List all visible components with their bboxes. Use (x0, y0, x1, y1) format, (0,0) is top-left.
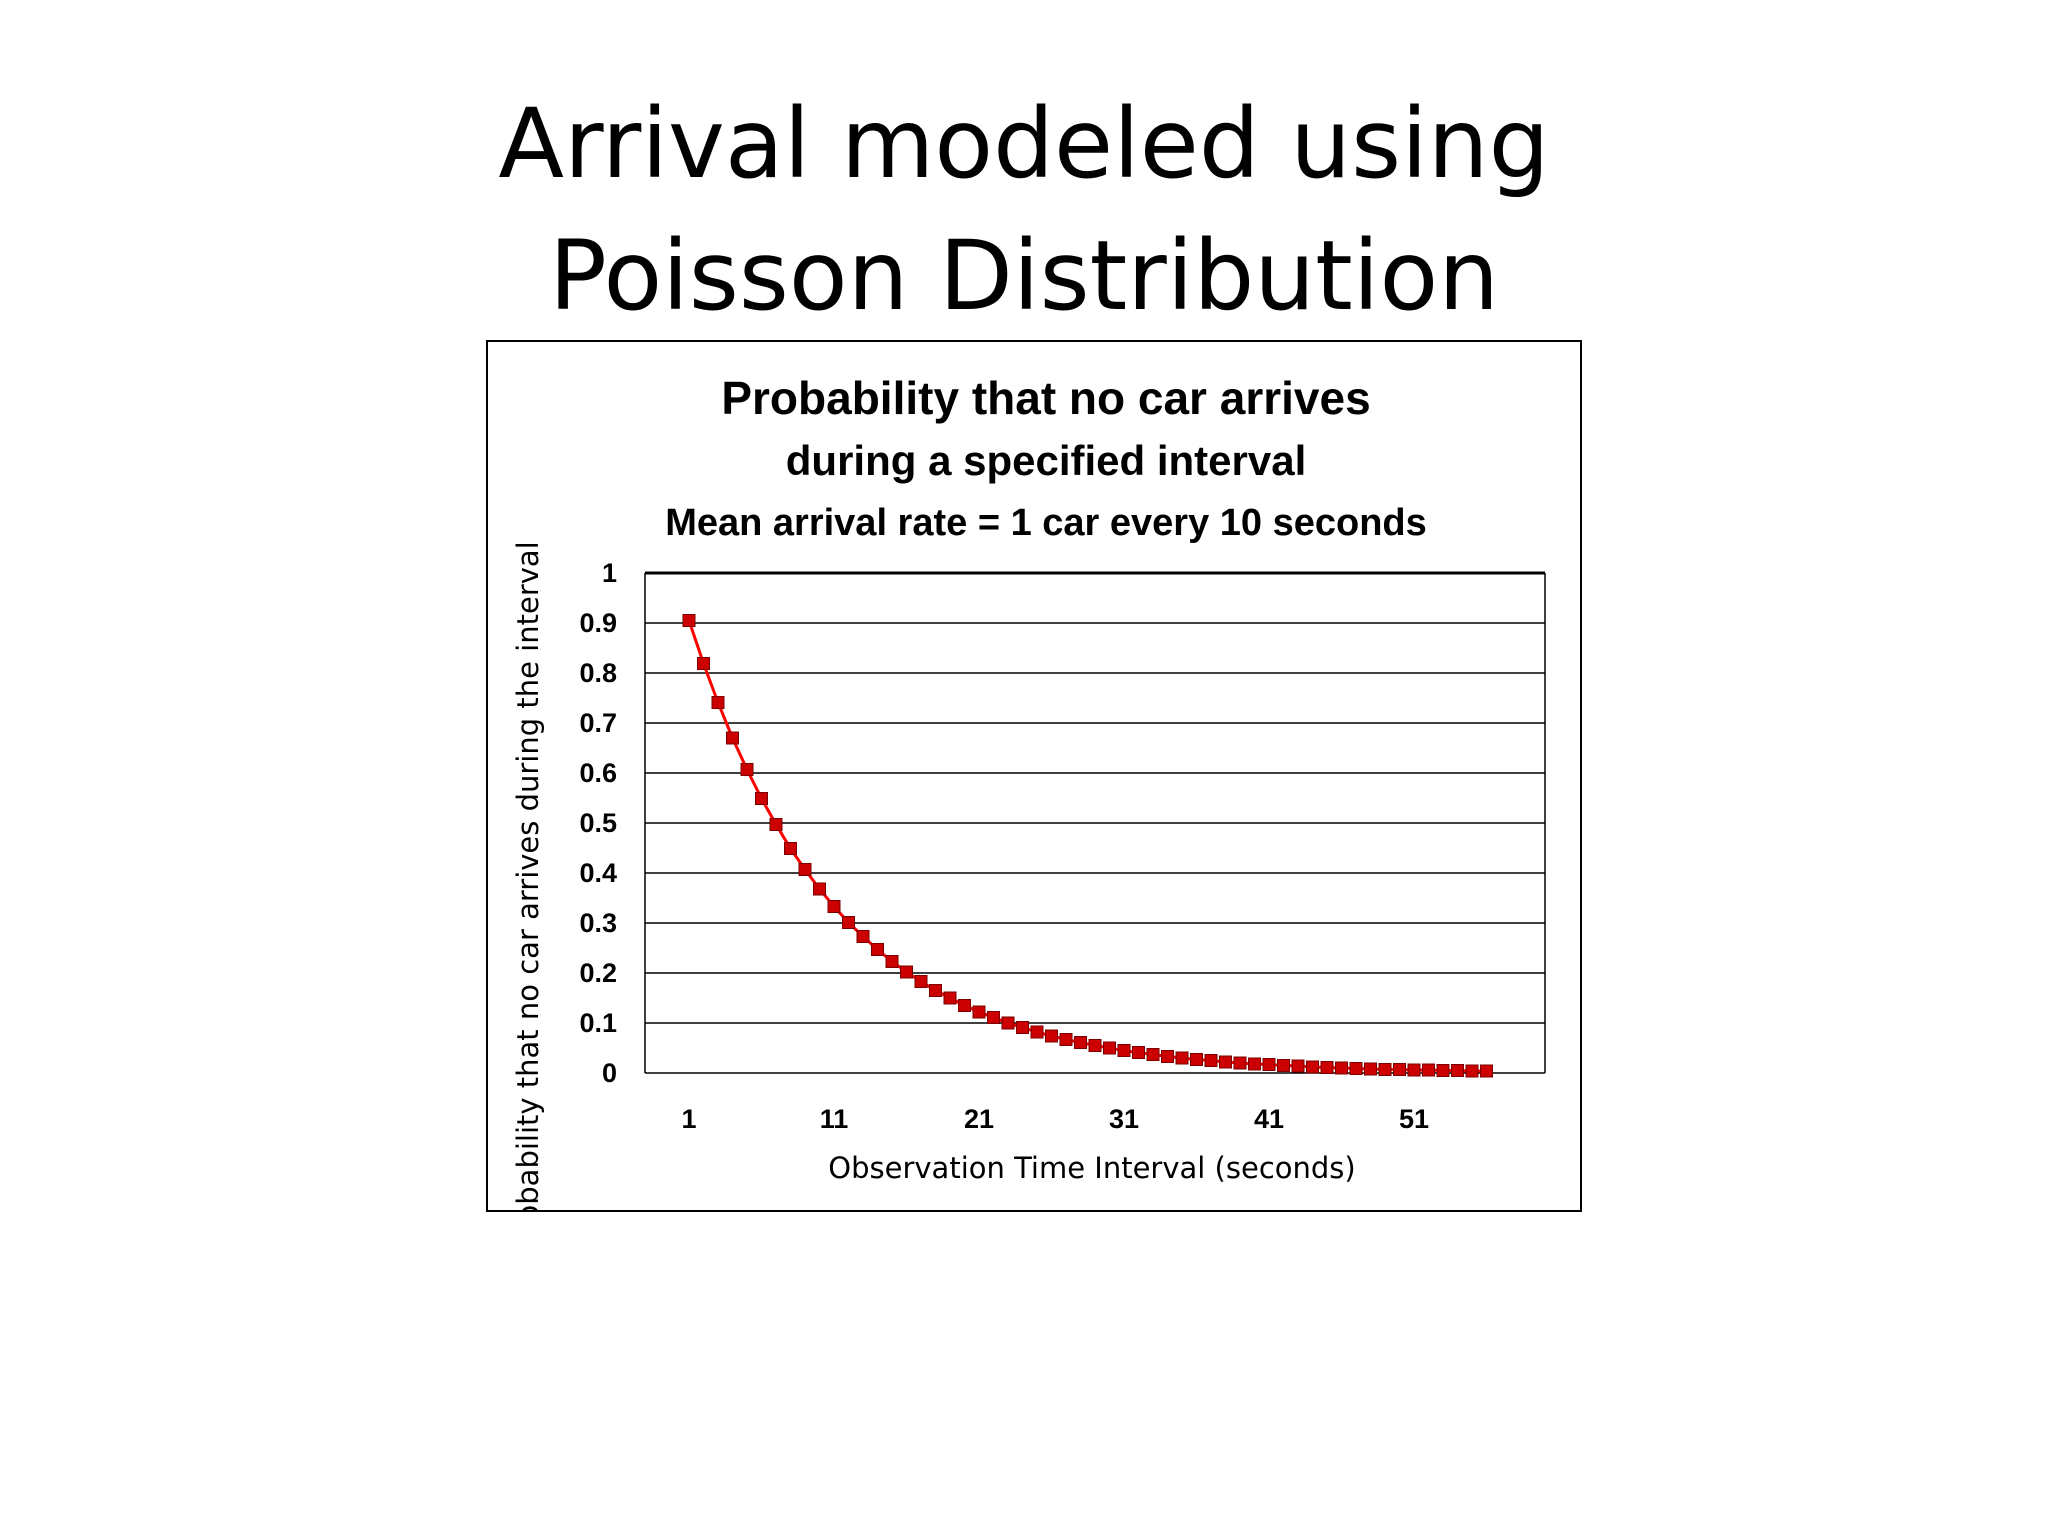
slide-title-line-1: Arrival modeled using (498, 88, 1550, 200)
x-tick-label-5: 51 (1399, 1104, 1429, 1134)
y-tick-label-10: 0 (602, 1058, 617, 1088)
data-point-21 (972, 1005, 986, 1019)
y-tick-label-4: 0.6 (579, 758, 617, 788)
data-point-47 (1349, 1062, 1363, 1075)
data-point-22 (987, 1011, 1000, 1024)
chart-title: Probability that no car arrives (721, 372, 1370, 424)
x-tick-label-1: 11 (820, 1104, 849, 1134)
slide-title-line-2: Poisson Distribution (548, 220, 1500, 332)
data-point-36 (1190, 1053, 1203, 1066)
data-point-31 (1117, 1044, 1131, 1057)
data-point-4 (726, 731, 739, 745)
x-tick-labels: 1 11 21 31 41 51 (681, 1104, 1429, 1134)
data-point-7 (769, 818, 783, 831)
data-point-43 (1291, 1059, 1305, 1073)
data-point-27 (1059, 1033, 1073, 1046)
data-point-48 (1364, 1062, 1377, 1076)
data-point-16 (900, 965, 913, 979)
data-point-46 (1335, 1061, 1348, 1075)
x-tick-label-4: 41 (1254, 1104, 1284, 1134)
data-point-49 (1378, 1063, 1392, 1076)
y-tick-label-8: 0.2 (579, 958, 617, 988)
data-point-26 (1045, 1029, 1058, 1043)
data-point-29 (1088, 1039, 1102, 1052)
data-point-24 (1016, 1021, 1029, 1034)
data-point-34 (1161, 1050, 1174, 1063)
y-tick-label-6: 0.4 (579, 858, 617, 888)
data-point-30 (1103, 1041, 1116, 1055)
series-line (687, 620, 1487, 1073)
data-point-28 (1074, 1036, 1087, 1049)
chart-subtitle-2: Mean arrival rate = 1 car every 10 secon… (665, 502, 1427, 544)
data-point-42 (1277, 1059, 1290, 1072)
data-point-50 (1393, 1063, 1406, 1076)
y-tick-label-7: 0.3 (579, 908, 617, 938)
x-tick-label-2: 21 (964, 1104, 994, 1134)
data-point-1 (682, 614, 696, 627)
x-axis-label: Observation Time Interval (seconds) (828, 1151, 1355, 1185)
y-tick-label-9: 0.1 (579, 1008, 617, 1038)
data-point-38 (1219, 1055, 1232, 1069)
y-tick-label-0: 1 (602, 558, 617, 588)
data-point-37 (1204, 1054, 1218, 1067)
y-tick-label-3: 0.7 (579, 708, 617, 738)
data-point-2 (697, 657, 710, 670)
x-tick-label-3: 31 (1109, 1104, 1139, 1134)
data-point-13 (856, 930, 870, 943)
data-point-44 (1306, 1060, 1319, 1074)
data-point-54 (1451, 1064, 1464, 1077)
x-tick-label-0: 1 (681, 1104, 696, 1134)
chart-frame: Probability that no car arrives during a… (486, 340, 1582, 1212)
grid-lines (645, 622, 1545, 1024)
chart-subtitle: during a specified interval (786, 437, 1306, 484)
data-point-3 (711, 696, 725, 709)
data-point-25 (1030, 1025, 1044, 1039)
data-point-35 (1175, 1051, 1189, 1065)
data-point-39 (1233, 1056, 1247, 1070)
data-point-8 (784, 842, 797, 855)
data-point-11 (827, 900, 841, 913)
data-point-17 (914, 975, 928, 988)
data-point-23 (1001, 1016, 1015, 1030)
data-point-20 (958, 999, 971, 1012)
data-point-9 (798, 863, 812, 876)
data-point-52 (1422, 1063, 1435, 1077)
y-axis-label: Probability that no car arrives during t… (511, 541, 545, 1210)
data-point-56 (1480, 1064, 1493, 1078)
data-point-12 (842, 916, 855, 929)
data-point-51 (1407, 1063, 1421, 1077)
y-tick-label-1: 0.9 (579, 608, 617, 638)
data-point-19 (943, 991, 957, 1005)
data-point-45 (1320, 1061, 1334, 1074)
y-tick-label-5: 0.5 (579, 808, 617, 838)
data-point-18 (929, 984, 942, 997)
data-point-10 (813, 882, 826, 896)
data-point-53 (1436, 1064, 1450, 1077)
series-line-0 (687, 620, 1487, 1073)
y-tick-labels: 1 0.9 0.8 0.7 0.6 0.5 0.4 0.3 0.2 0.1 0 (579, 558, 617, 1088)
chart: Probability that no car arrives during a… (511, 372, 1546, 1210)
data-point-32 (1132, 1046, 1145, 1059)
data-point-5 (740, 763, 754, 776)
data-point-15 (885, 955, 899, 968)
data-point-6 (755, 792, 768, 805)
data-point-41 (1262, 1058, 1276, 1071)
data-point-40 (1248, 1057, 1261, 1071)
y-tick-label-2: 0.8 (579, 658, 617, 688)
series-markers (682, 614, 1493, 1078)
data-point-33 (1146, 1048, 1160, 1061)
slide-title: Arrival modeled using Poisson Distributi… (0, 78, 2048, 342)
data-point-55 (1465, 1064, 1479, 1078)
data-point-14 (871, 943, 884, 956)
